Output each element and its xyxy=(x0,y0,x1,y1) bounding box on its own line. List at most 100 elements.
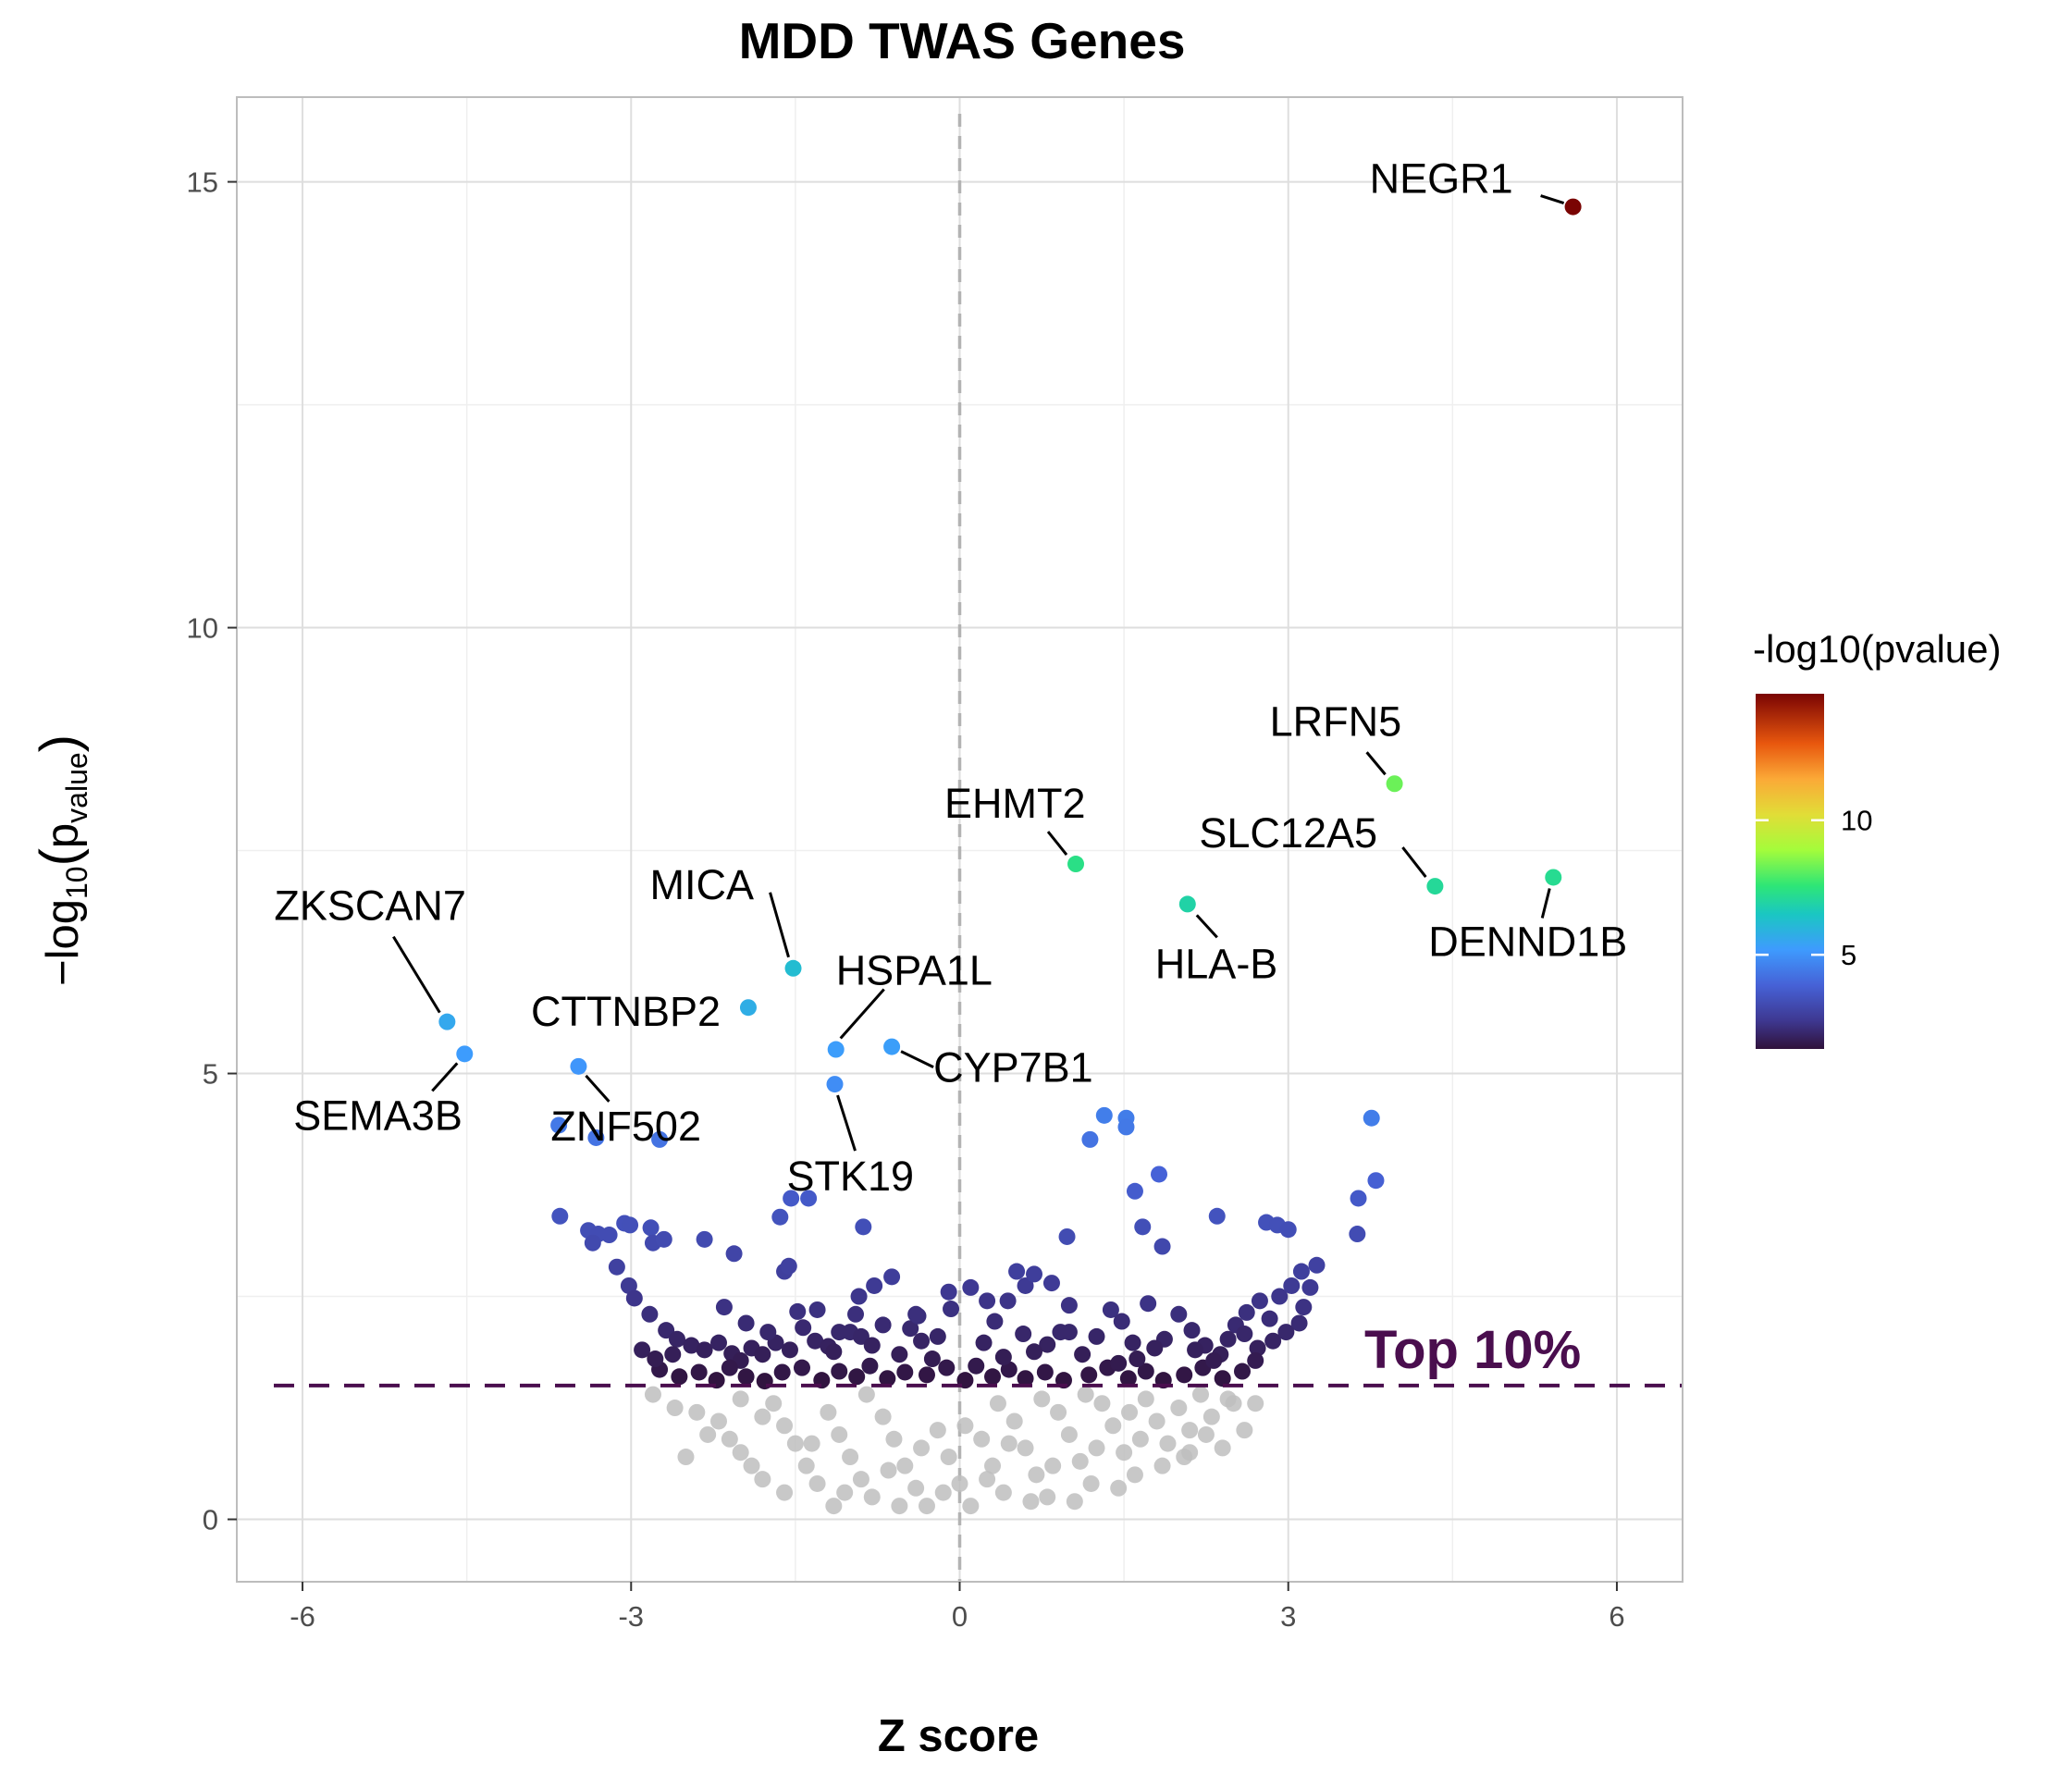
background-point xyxy=(1219,1390,1237,1408)
significant-points-layer xyxy=(550,1106,1385,1390)
background-point xyxy=(1159,1435,1177,1452)
significant-point xyxy=(1102,1301,1119,1318)
background-point xyxy=(1202,1408,1220,1425)
significant-point xyxy=(1170,1305,1188,1323)
significant-point xyxy=(1205,1351,1223,1369)
significant-point xyxy=(651,1130,669,1148)
background-point xyxy=(825,1498,843,1515)
background-point xyxy=(1197,1425,1215,1443)
gene-point xyxy=(1067,856,1085,873)
background-point xyxy=(940,1449,957,1466)
background-point xyxy=(803,1435,820,1452)
background-point xyxy=(962,1498,980,1515)
significant-point xyxy=(861,1357,879,1375)
y-axis-title-p: p xyxy=(38,823,88,848)
significant-point xyxy=(608,1258,625,1276)
svg-text:−log10(pvalue): −log10(pvalue) xyxy=(30,734,93,986)
gene-leader-line xyxy=(769,892,790,958)
background-point xyxy=(1044,1457,1062,1474)
significant-point xyxy=(800,1190,818,1207)
y-axis-title-prefix: −log xyxy=(38,899,88,986)
significant-point xyxy=(879,1370,896,1388)
background-point xyxy=(1116,1444,1133,1462)
significant-point xyxy=(551,1207,569,1225)
background-point xyxy=(1022,1493,1040,1511)
significant-point xyxy=(848,1368,866,1386)
significant-point xyxy=(1292,1263,1310,1280)
significant-point xyxy=(1134,1218,1152,1236)
color-legend: -log10(pvalue) 5 10 xyxy=(1753,627,2002,1049)
significant-point xyxy=(975,1334,993,1351)
background-point xyxy=(874,1408,892,1425)
background-point xyxy=(754,1408,771,1425)
gene-leader-line xyxy=(839,988,885,1040)
significant-point xyxy=(1036,1363,1054,1381)
gene-leader-line xyxy=(431,1062,459,1092)
background-point xyxy=(989,1395,1006,1412)
significant-point xyxy=(999,1292,1017,1310)
gene-leader-line xyxy=(1046,831,1068,856)
background-point xyxy=(721,1430,738,1448)
background-points-layer xyxy=(644,1386,1264,1515)
significant-point xyxy=(1233,1363,1251,1380)
significant-point xyxy=(1350,1190,1367,1207)
background-point xyxy=(699,1425,717,1443)
significant-point xyxy=(1238,1303,1255,1321)
significant-point xyxy=(1017,1370,1034,1388)
gene-leader-line xyxy=(836,1094,857,1152)
significant-point xyxy=(1080,1366,1098,1384)
significant-point xyxy=(874,1316,892,1334)
background-point xyxy=(1088,1439,1105,1457)
y-axis-title: −log10(pvalue) xyxy=(30,734,93,986)
gene-point xyxy=(1178,895,1196,913)
background-point xyxy=(666,1400,684,1417)
significant-point xyxy=(1367,1172,1385,1190)
background-point xyxy=(956,1417,974,1435)
gene-point xyxy=(883,1038,901,1055)
y-tick-label: 15 xyxy=(187,166,218,199)
ticks-layer: -6 -3 0 3 6 0 5 10 15 xyxy=(187,166,1625,1633)
significant-point xyxy=(1153,1238,1171,1255)
significant-point xyxy=(1236,1326,1253,1343)
significant-point xyxy=(721,1359,738,1376)
gene-label: DENND1B xyxy=(1428,918,1627,965)
background-point xyxy=(1017,1439,1034,1457)
significant-point xyxy=(1060,1324,1078,1341)
background-point xyxy=(1005,1412,1023,1430)
significant-point xyxy=(789,1302,807,1320)
background-point xyxy=(984,1457,1002,1474)
y-axis-title-sub: 10 xyxy=(60,866,93,899)
significant-point xyxy=(984,1368,1002,1386)
significant-point xyxy=(825,1343,843,1361)
significant-point xyxy=(773,1363,791,1381)
background-point xyxy=(1028,1466,1045,1484)
significant-point xyxy=(1017,1276,1034,1294)
significant-point xyxy=(1151,1166,1168,1183)
gene-point xyxy=(1545,869,1562,886)
background-point xyxy=(1033,1390,1051,1408)
significant-point xyxy=(1117,1118,1135,1136)
significant-point xyxy=(1026,1343,1043,1361)
x-axis-title: Z score xyxy=(878,1711,1039,1761)
background-point xyxy=(797,1457,815,1474)
significant-point xyxy=(1277,1324,1295,1341)
background-point xyxy=(786,1435,804,1452)
background-point xyxy=(1050,1403,1067,1421)
significant-point xyxy=(690,1363,708,1381)
background-point xyxy=(907,1479,925,1497)
background-point xyxy=(1082,1474,1100,1492)
background-point xyxy=(1153,1457,1171,1474)
y-tick-label: 5 xyxy=(203,1058,218,1091)
gene-label: HSPA1L xyxy=(836,947,993,994)
background-point xyxy=(808,1474,826,1492)
y-tick-label: 10 xyxy=(187,612,218,645)
background-point xyxy=(644,1386,661,1403)
significant-point xyxy=(696,1230,713,1248)
gene-slc12a5: SLC12A5 xyxy=(1199,809,1444,895)
background-point xyxy=(831,1425,848,1443)
background-point xyxy=(934,1484,952,1501)
significant-point xyxy=(1110,1354,1128,1372)
significant-point xyxy=(641,1305,659,1323)
significant-point xyxy=(940,1283,957,1301)
significant-point xyxy=(600,1227,618,1244)
